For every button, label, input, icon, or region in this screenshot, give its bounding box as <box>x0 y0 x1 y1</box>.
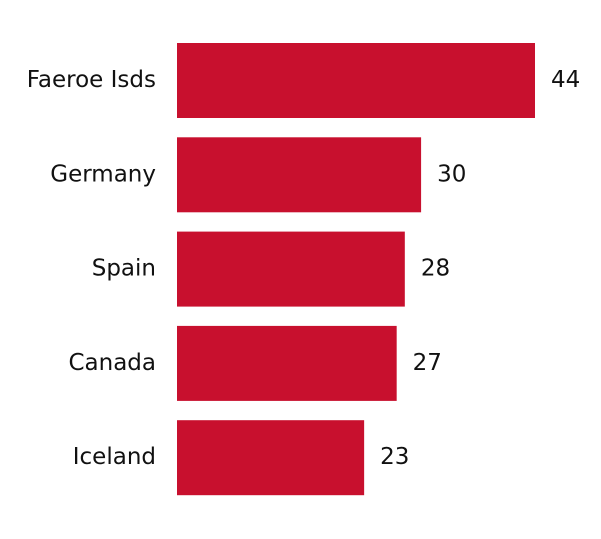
value-label: 27 <box>413 350 442 376</box>
category-label: Spain <box>92 256 156 282</box>
bar-spain <box>177 231 405 307</box>
category-label: Canada <box>68 350 156 376</box>
value-label: 23 <box>380 444 409 470</box>
bars-group <box>177 43 535 496</box>
labels-group: Faeroe Isds 44 Germany 30 Spain 28 Canada 27 Ice… <box>27 67 580 470</box>
value-label: 28 <box>421 256 450 282</box>
bar-canada <box>177 325 397 401</box>
category-label: Iceland <box>73 444 156 470</box>
category-label: Faeroe Isds <box>27 67 156 93</box>
value-label: 44 <box>551 67 580 93</box>
value-label: 30 <box>437 161 466 187</box>
bar-faeroe-isds <box>177 43 535 118</box>
bar-iceland <box>177 420 365 496</box>
category-label: Germany <box>50 161 156 187</box>
bar-germany <box>177 137 422 213</box>
